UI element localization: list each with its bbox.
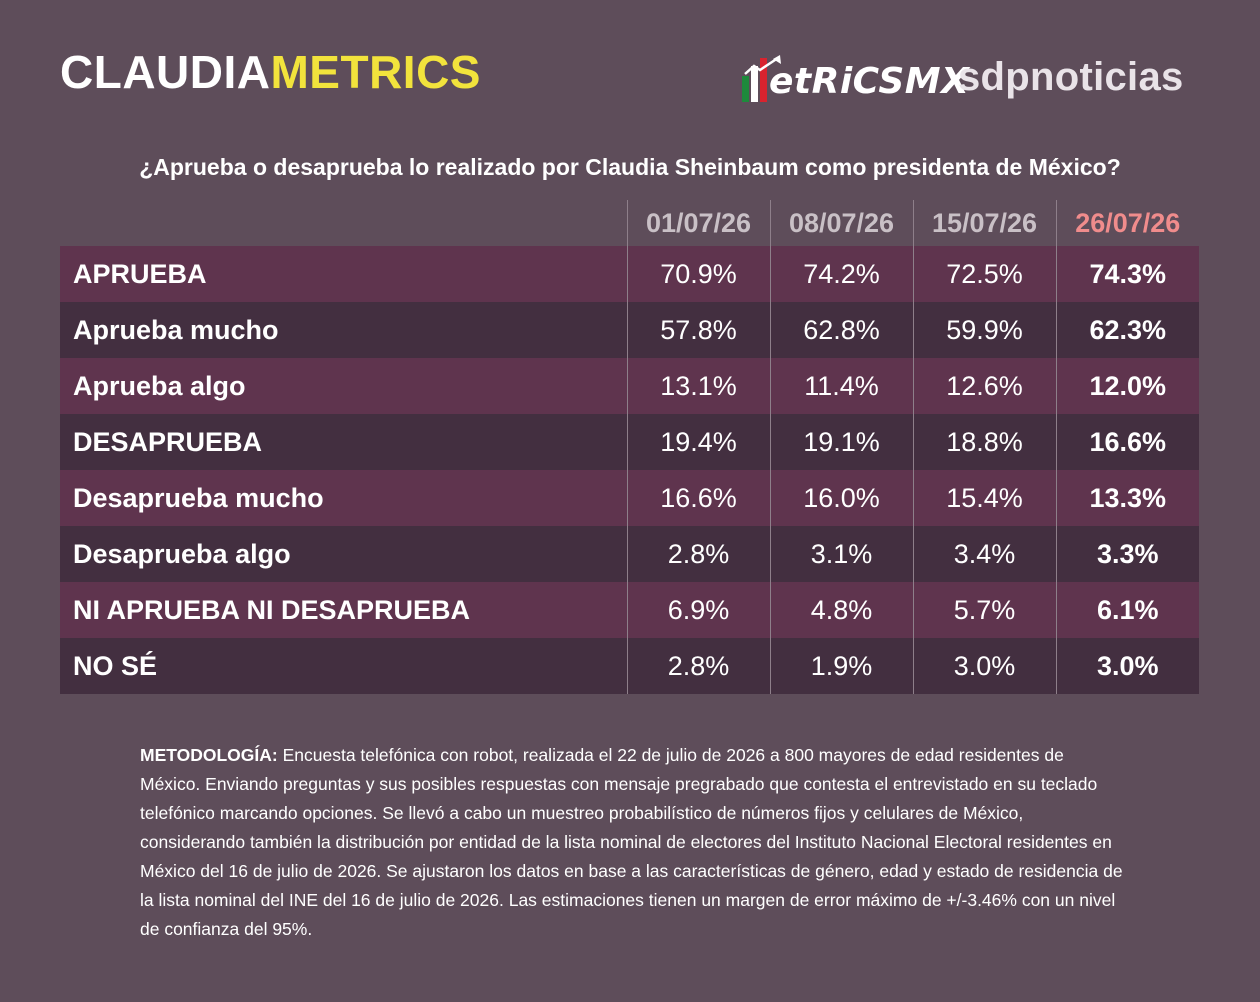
- methodology-label: METODOLOGÍA:: [140, 745, 278, 765]
- value-cell: 3.1%: [769, 526, 913, 582]
- value-cell: 19.4%: [626, 414, 770, 470]
- column-header-latest: 26/07/26: [1055, 200, 1199, 246]
- claudiametrics-logo: CLAUDIAMETRICS: [60, 44, 481, 100]
- chart-title: ¿Aprueba o desaprueba lo realizado por C…: [139, 154, 1121, 180]
- value-cell: 3.0%: [912, 638, 1056, 694]
- table-row: Aprueba mucho 57.8% 62.8% 59.9% 62.3%: [60, 302, 1199, 358]
- row-label: Desaprueba algo: [73, 538, 291, 569]
- row-label: APRUEBA: [73, 258, 207, 289]
- methodology-text: Encuesta telefónica con robot, realizada…: [140, 745, 1123, 939]
- column-header: 15/07/26: [912, 200, 1056, 246]
- header-blank-cell: [60, 200, 627, 246]
- logo-bar-green: [742, 76, 749, 102]
- value-cell-latest: 3.3%: [1055, 526, 1199, 582]
- row-label: NO SÉ: [73, 650, 158, 681]
- value-cell: 2.8%: [626, 638, 770, 694]
- value-cell-latest: 6.1%: [1055, 582, 1199, 638]
- column-header: 01/07/26: [626, 200, 770, 246]
- poll-table: 01/07/26 08/07/26 15/07/26 26/07/26 APRU…: [60, 200, 1199, 694]
- logo-part-metrics: METRICS: [270, 46, 481, 98]
- logo-bar-white: [751, 66, 758, 102]
- value-cell: 16.0%: [769, 470, 913, 526]
- value-cell-latest: 62.3%: [1055, 302, 1199, 358]
- row-label: DESAPRUEBA: [73, 426, 263, 457]
- row-label: Aprueba algo: [73, 370, 246, 401]
- header-row: 01/07/26 08/07/26 15/07/26 26/07/26: [60, 200, 1199, 246]
- value-cell: 57.8%: [626, 302, 770, 358]
- value-cell: 72.5%: [912, 246, 1056, 302]
- metricsmx-wordmark: etRiCSMX: [769, 61, 970, 102]
- value-cell: 12.6%: [912, 358, 1056, 414]
- value-cell: 4.8%: [769, 582, 913, 638]
- row-label: NI APRUEBA NI DESAPRUEBA: [73, 594, 471, 625]
- row-label: Desaprueba mucho: [73, 482, 324, 513]
- metricsmx-logo: etRiCSMX: [742, 50, 969, 102]
- bar-chart-arrow-icon: [742, 54, 781, 102]
- table-row: NI APRUEBA NI DESAPRUEBA 6.9% 4.8% 5.7% 6.1%: [60, 582, 1199, 638]
- value-cell: 15.4%: [912, 470, 1056, 526]
- value-cell: 19.1%: [769, 414, 913, 470]
- value-cell-latest: 16.6%: [1055, 414, 1199, 470]
- logo-bar-red: [760, 58, 767, 102]
- value-cell: 59.9%: [912, 302, 1056, 358]
- value-cell: 3.4%: [912, 526, 1056, 582]
- value-cell: 1.9%: [769, 638, 913, 694]
- table-row: NO SÉ 2.8% 1.9% 3.0% 3.0%: [60, 638, 1199, 694]
- logo-part-claudia: CLAUDIA: [60, 46, 271, 98]
- value-cell: 70.9%: [626, 246, 770, 302]
- table-row: Aprueba algo 13.1% 11.4% 12.6% 12.0%: [60, 358, 1199, 414]
- methodology-note: METODOLOGÍA: Encuesta telefónica con rob…: [140, 741, 1125, 944]
- value-cell-latest: 12.0%: [1055, 358, 1199, 414]
- trend-arrow-icon: [744, 55, 781, 75]
- value-cell: 6.9%: [626, 582, 770, 638]
- value-cell: 16.6%: [626, 470, 770, 526]
- value-cell: 11.4%: [769, 358, 913, 414]
- table-row: Desaprueba mucho 16.6% 16.0% 15.4% 13.3%: [60, 470, 1199, 526]
- sdpnoticias-logo: sdpnoticias: [958, 55, 1184, 99]
- table-row: DESAPRUEBA 19.4% 19.1% 18.8% 16.6%: [60, 414, 1199, 470]
- value-cell: 2.8%: [626, 526, 770, 582]
- value-cell: 74.2%: [769, 246, 913, 302]
- value-cell-latest: 3.0%: [1055, 638, 1199, 694]
- table-row: Desaprueba algo 2.8% 3.1% 3.4% 3.3%: [60, 526, 1199, 582]
- value-cell: 62.8%: [769, 302, 913, 358]
- value-cell-latest: 13.3%: [1055, 470, 1199, 526]
- poll-table-body: APRUEBA 70.9% 74.2% 72.5% 74.3% Aprueba mucho…: [60, 246, 1199, 694]
- row-label: Aprueba mucho: [73, 314, 279, 345]
- table-row: APRUEBA 70.9% 74.2% 72.5% 74.3%: [60, 246, 1199, 302]
- value-cell: 13.1%: [626, 358, 770, 414]
- value-cell: 5.7%: [912, 582, 1056, 638]
- column-header: 08/07/26: [769, 200, 913, 246]
- value-cell: 18.8%: [912, 414, 1056, 470]
- value-cell-latest: 74.3%: [1055, 246, 1199, 302]
